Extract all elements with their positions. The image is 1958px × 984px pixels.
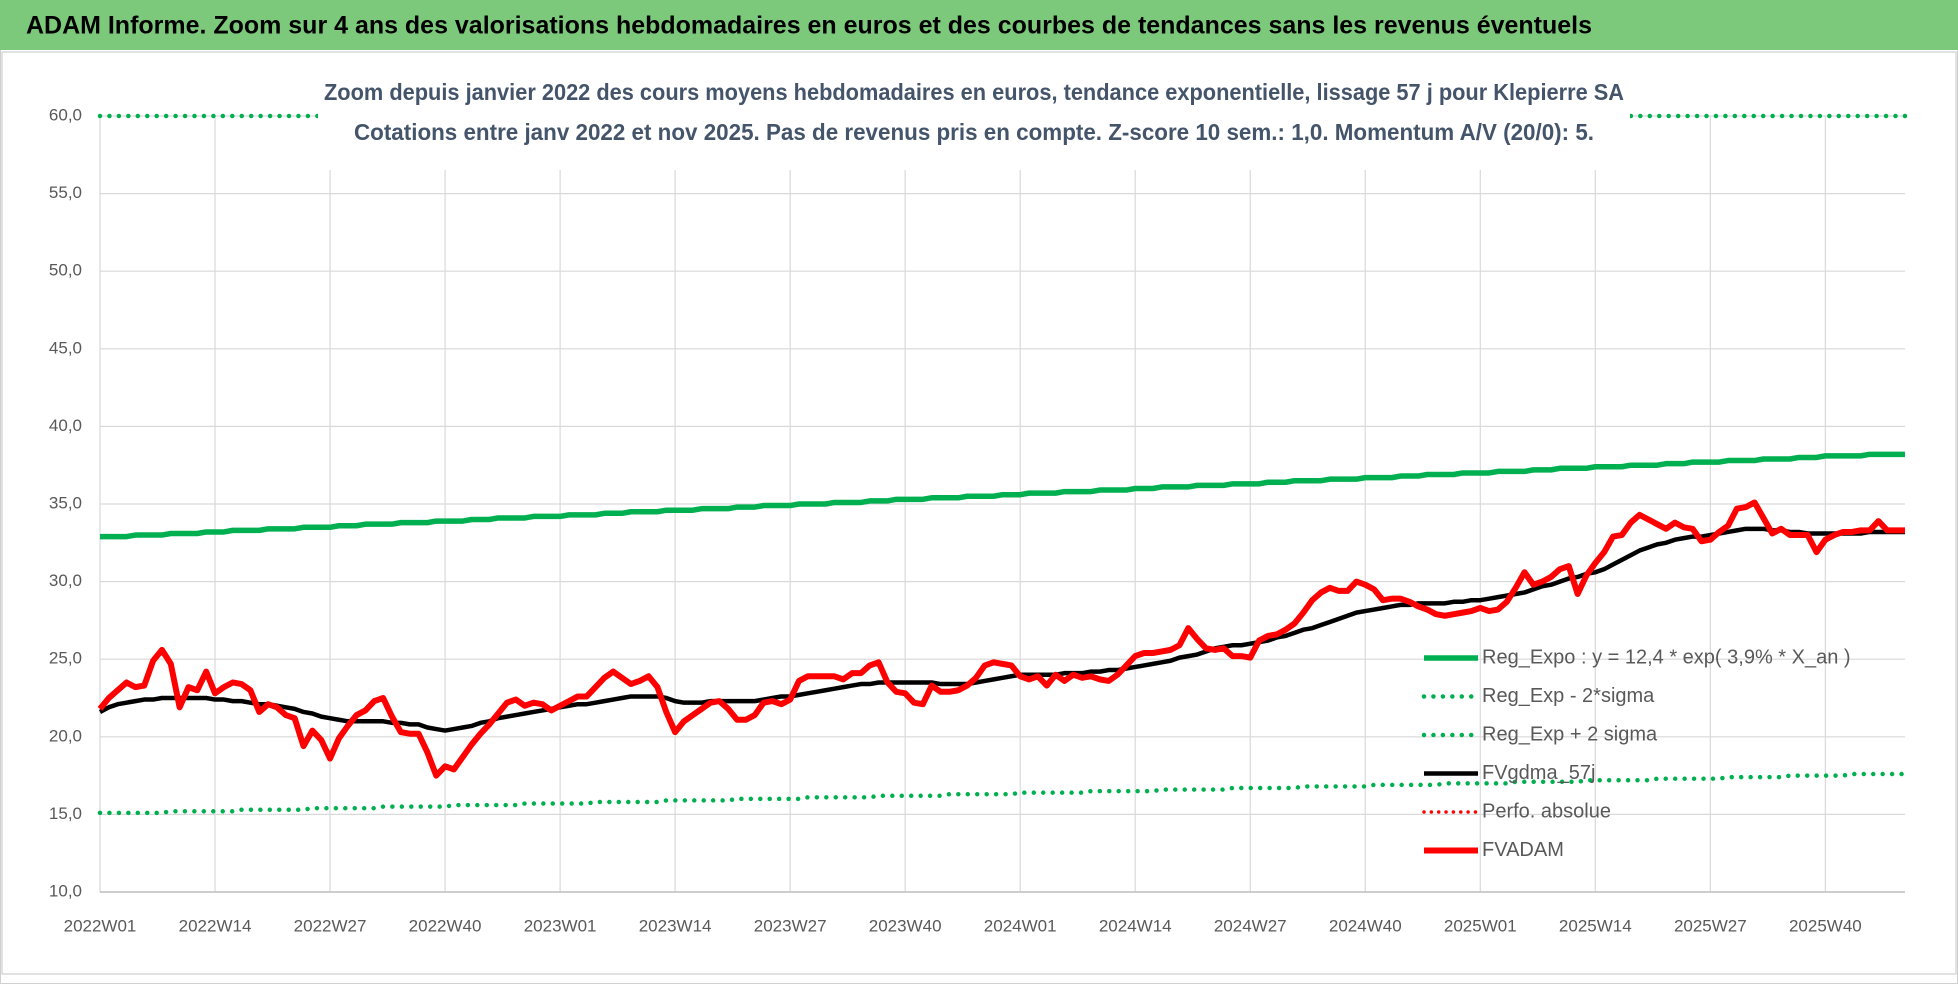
x-tick-label: 2023W27 xyxy=(754,916,827,935)
series-line xyxy=(97,499,1905,779)
y-tick-label: 40,0 xyxy=(49,416,82,435)
x-tick-label: 2022W01 xyxy=(64,916,137,935)
legend-label: Reg_Expo : y = 12,4 * exp( 3,9% * X_an ) xyxy=(1482,646,1851,668)
y-tick-label: 30,0 xyxy=(49,571,82,590)
y-tick-label: 50,0 xyxy=(49,261,82,280)
y-tick-label: 35,0 xyxy=(49,493,82,512)
x-tick-label: 2025W40 xyxy=(1789,916,1862,935)
page-title: ADAM Informe. Zoom sur 4 ans des valoris… xyxy=(26,12,1592,40)
y-tick-label: 60,0 xyxy=(49,105,82,124)
legend-label: Perfo. absolue xyxy=(1482,800,1611,822)
grid: 10,0 15,0 20,0 25,0 30,0 35,0 40,0 45,0 50,0 55,0… xyxy=(49,105,1905,935)
legend-label: FVgdma_57j xyxy=(1482,762,1595,784)
x-tick-label: 2025W27 xyxy=(1674,916,1747,935)
x-tick-label: 2022W27 xyxy=(294,916,367,935)
legend-label: Reg_Exp + 2 sigma xyxy=(1482,723,1658,745)
y-tick-label: 20,0 xyxy=(49,726,82,745)
title-bar xyxy=(0,0,1958,50)
legend: Reg_Expo : y = 12,4 * exp( 3,9% * X_an )… xyxy=(1421,646,1851,861)
legend-label: Reg_Exp - 2*sigma xyxy=(1482,685,1655,707)
x-tick-label: 2023W01 xyxy=(524,916,597,935)
x-tick-label: 2024W40 xyxy=(1329,916,1402,935)
x-tick-label: 2022W40 xyxy=(409,916,482,935)
chart-subtitle: Cotations entre janv 2022 et nov 2025. P… xyxy=(354,119,1594,145)
legend-label: FVADAM xyxy=(1482,839,1564,861)
x-tick-label: 2024W27 xyxy=(1214,916,1287,935)
y-tick-label: 55,0 xyxy=(49,183,82,202)
plot-frame xyxy=(1,51,1957,975)
y-tick-label: 45,0 xyxy=(49,338,82,357)
chart-title: Zoom depuis janvier 2022 des cours moyen… xyxy=(324,79,1624,105)
y-tick-label: 15,0 xyxy=(49,804,82,823)
x-tick-label: 2023W14 xyxy=(639,916,712,935)
subtitle-background xyxy=(318,72,1630,170)
series-line xyxy=(98,526,1905,733)
y-tick-label: 25,0 xyxy=(49,649,82,668)
series-line xyxy=(97,771,1908,816)
x-tick-label: 2023W40 xyxy=(869,916,942,935)
y-tick-label: 10,0 xyxy=(49,881,82,900)
series-line xyxy=(100,451,1905,540)
x-tick-label: 2024W14 xyxy=(1099,916,1172,935)
x-tick-label: 2024W01 xyxy=(984,916,1057,935)
x-tick-label: 2022W14 xyxy=(179,916,252,935)
x-tick-label: 2025W01 xyxy=(1444,916,1517,935)
x-tick-label: 2025W14 xyxy=(1559,916,1632,935)
